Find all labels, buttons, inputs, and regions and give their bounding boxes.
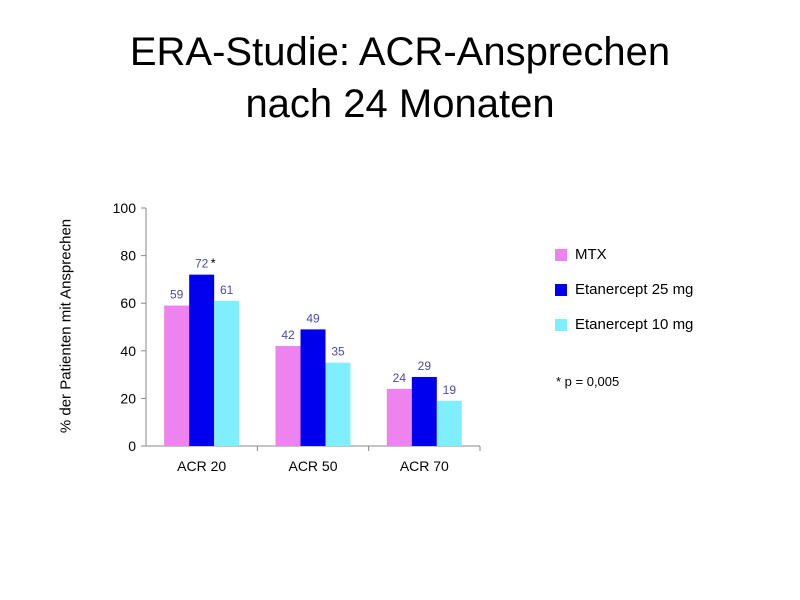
legend: MTX Etanercept 25 mg Etanercept 10 mg <box>555 246 693 351</box>
data-label-acr-50-etanercept-10-mg: 35 <box>331 345 345 359</box>
title-line-1: ERA-Studie: ACR-Ansprechen <box>129 30 671 74</box>
y-tick-label-80: 80 <box>120 248 136 264</box>
y-axis-label: % der Patienten mit Ansprechen <box>57 218 75 434</box>
footnote: * p = 0,005 <box>556 374 620 389</box>
data-label-acr-50-etanercept-25-mg: 49 <box>306 311 320 325</box>
annotation-acr-20-etanercept-25-mg: * <box>211 256 216 271</box>
y-tick-label-20: 20 <box>120 390 136 406</box>
y-tick-label-40: 40 <box>120 343 136 359</box>
y-tick-label-60: 60 <box>120 295 136 311</box>
x-tick-label-acr-20: ACR 20 <box>177 458 226 474</box>
bar-acr-20-etanercept-25-mg <box>189 274 215 446</box>
bar-acr-20-mtx <box>164 305 190 446</box>
bar-acr-70-etanercept-25-mg <box>411 376 437 446</box>
y-tick-label-0: 0 <box>128 438 136 454</box>
bar-acr-70-mtx <box>386 388 412 446</box>
x-tick-label-acr-50: ACR 50 <box>288 458 337 474</box>
legend-swatch-etanercept-25 <box>555 284 567 296</box>
legend-label-etanercept-10: Etanercept 10 mg <box>575 316 694 333</box>
x-tick-label-acr-70: ACR 70 <box>400 458 449 474</box>
data-label-acr-20-etanercept-10-mg: 61 <box>220 283 234 297</box>
data-label-acr-50-mtx: 42 <box>281 328 295 342</box>
data-label-acr-70-etanercept-10-mg: 19 <box>443 383 457 397</box>
data-label-acr-70-etanercept-25-mg: 29 <box>418 359 432 373</box>
chart-title: ERA-Studie: ACR-Ansprechen nach 24 Monat… <box>0 26 800 130</box>
bar-acr-50-etanercept-25-mg <box>300 329 326 446</box>
bar-acr-20-etanercept-10-mg <box>214 300 240 446</box>
legend-item-mtx: MTX <box>555 246 693 281</box>
legend-swatch-mtx <box>555 249 567 261</box>
bar-acr-70-etanercept-10-mg <box>436 400 462 446</box>
legend-label-mtx: MTX <box>575 246 607 263</box>
data-label-acr-20-mtx: 59 <box>170 288 184 302</box>
data-label-acr-20-etanercept-25-mg: 72 <box>195 257 209 271</box>
legend-item-etanercept-10: Etanercept 10 mg <box>555 316 693 351</box>
y-tick-label-100: 100 <box>113 200 137 216</box>
legend-item-etanercept-25: Etanercept 25 mg <box>555 281 693 316</box>
legend-label-etanercept-25: Etanercept 25 mg <box>575 281 694 298</box>
legend-swatch-etanercept-10 <box>555 319 567 331</box>
bar-acr-50-etanercept-10-mg <box>325 362 351 446</box>
bar-acr-50-mtx <box>275 346 301 446</box>
title-line-2: nach 24 Monaten <box>245 82 555 126</box>
data-label-acr-70-mtx: 24 <box>393 371 407 385</box>
